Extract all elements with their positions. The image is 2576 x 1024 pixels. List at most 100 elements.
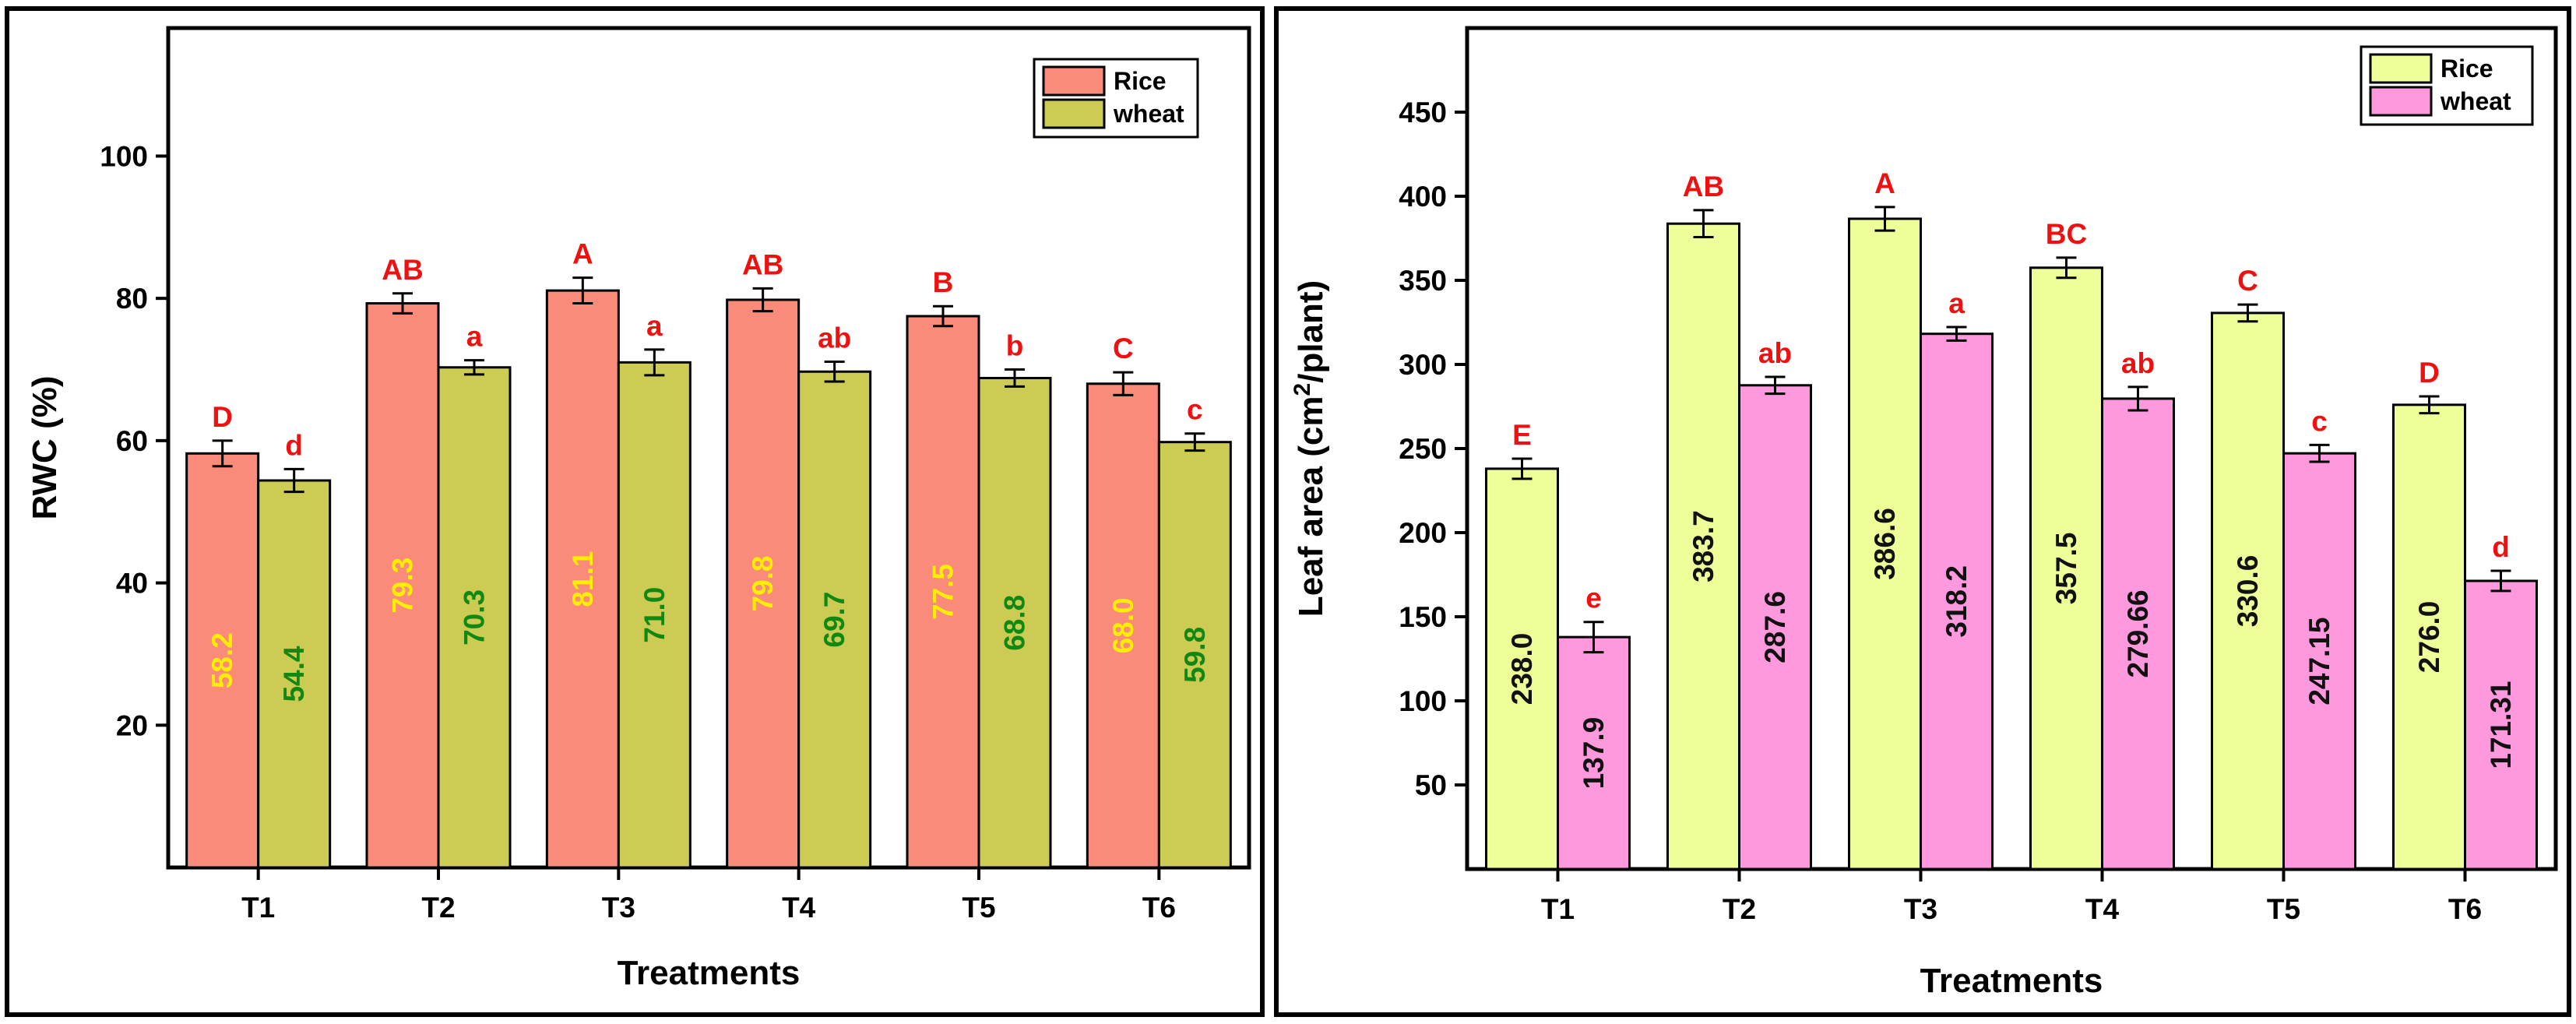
significance-letter: ab (2121, 347, 2155, 379)
x-tick-label: T4 (782, 892, 816, 924)
legend-swatch-wheat (2369, 86, 2433, 117)
bar-wheat-t2 (437, 366, 512, 869)
y-tick-label: 100 (100, 140, 148, 172)
bar-value-label: 68.8 (999, 595, 1031, 651)
legend-swatch-wheat (1042, 98, 1106, 129)
bar-value-label: 386.6 (1869, 508, 1901, 580)
bar-wheat-t5 (977, 376, 1052, 869)
bar-value-label: 81.1 (567, 551, 599, 607)
bar-rice-t2 (365, 302, 440, 869)
significance-letter: c (1187, 394, 1203, 426)
bar-rice-t2 (1666, 222, 1740, 871)
significance-letter: A (572, 238, 593, 270)
bar-value-label: 71.0 (639, 587, 670, 643)
bar-value-label: 383.7 (1687, 510, 1719, 582)
significance-letter: a (466, 321, 483, 353)
significance-letter: d (285, 429, 303, 461)
bar-value-label: 171.31 (2485, 681, 2517, 769)
x-tick-label: T3 (602, 892, 635, 924)
significance-letter: BC (2046, 218, 2087, 250)
significance-letter: B (933, 266, 954, 298)
x-tick-label: T1 (1541, 893, 1575, 925)
y-tick-label: 450 (1399, 97, 1447, 128)
y-axis-label: RWC (%) (26, 376, 64, 520)
bar-wheat-t1 (1557, 635, 1631, 871)
bar-value-label: 59.8 (1179, 627, 1211, 683)
legend: Rice wheat (1033, 58, 1199, 139)
y-tick-label: 40 (116, 568, 148, 600)
significance-letter: C (1113, 333, 1134, 364)
x-tick-label: T4 (2085, 893, 2120, 925)
bar-rice-t3 (1848, 217, 1922, 871)
significance-letter: AB (742, 248, 783, 280)
significance-letter: C (2237, 265, 2258, 297)
x-tick-label: T1 (241, 892, 275, 924)
y-tick-label: 400 (1399, 181, 1447, 213)
bar-value-label: 58.2 (206, 632, 238, 688)
significance-letter: ab (1758, 337, 1792, 369)
significance-letter: a (646, 310, 663, 342)
rwc-chart: 20 40 60 80 100 T1 D 58.2 d 54.4 T2 AB 79.3 a 70.3 T3 A 8… (26, 26, 1251, 992)
y-tick-label: 20 (116, 709, 148, 741)
y-tick-label: 350 (1399, 265, 1447, 297)
bar-wheat-t6 (2464, 579, 2538, 871)
bar-rice-t6 (1086, 382, 1160, 869)
plot-frame (166, 26, 1251, 870)
bar-wheat-t3 (617, 361, 692, 869)
bar-value-label: 357.5 (2050, 533, 2082, 605)
legend-label-rice: Rice (2441, 55, 2493, 83)
significance-letter: A (1874, 167, 1895, 199)
leaf-area-chart-panel: 50 100 150 200 250 300 350 400 450 T1 E 238.0 e 137.9… (1274, 6, 2571, 1017)
y-tick-label: 60 (116, 425, 148, 457)
x-tick-label: T6 (2448, 893, 2482, 925)
significance-letter: d (2492, 531, 2510, 563)
bar-wheat-t2 (1738, 384, 1812, 871)
bar-value-label: 279.66 (2122, 589, 2154, 677)
bar-value-label: 318.2 (1941, 565, 1972, 638)
significance-letter: AB (1683, 171, 1724, 202)
significance-letter: ab (818, 322, 851, 354)
x-tick-label: T2 (421, 892, 455, 924)
bar-rice-t5 (906, 315, 980, 869)
legend-label-rice: Rice (1114, 67, 1167, 95)
bar-value-label: 276.0 (2413, 601, 2445, 674)
y-axis-label: Leaf area (cm2/plant) (1290, 280, 1330, 617)
bar-rice-t3 (545, 289, 620, 869)
bar-wheat-t6 (1157, 441, 1232, 869)
x-tick-label: T3 (1904, 893, 1937, 925)
significance-letter: D (2419, 357, 2440, 389)
legend: Rice wheat (2360, 45, 2534, 126)
significance-letter: D (212, 401, 233, 433)
bar-wheat-t4 (797, 370, 872, 869)
bar-value-label: 68.0 (1107, 597, 1139, 653)
significance-letter: AB (382, 254, 423, 286)
bar-value-label: 54.4 (278, 646, 310, 702)
significance-letter: E (1512, 419, 1532, 451)
bar-value-label: 79.8 (747, 555, 779, 611)
bar-value-label: 238.0 (1506, 633, 1538, 706)
legend-swatch-rice (2369, 53, 2433, 84)
bar-rice-t6 (2392, 403, 2466, 871)
y-tick-label: 100 (1399, 685, 1447, 717)
y-tick-label: 80 (116, 283, 148, 315)
y-axis-label-main: Leaf area (cm (1292, 396, 1330, 617)
x-axis-label: Treatments (618, 954, 801, 992)
legend-label-wheat: wheat (1113, 100, 1184, 128)
bar-value-label: 137.9 (1578, 717, 1610, 790)
rwc-chart-panel: 20 40 60 80 100 T1 D 58.2 d 54.4 T2 AB 79.3 a 70.3 T3 A 8… (5, 6, 1265, 1017)
significance-letter: b (1006, 330, 1024, 362)
bar-wheat-t1 (257, 479, 332, 869)
x-tick-label: T6 (1142, 892, 1176, 924)
bar-value-label: 69.7 (818, 592, 850, 648)
bar-rice-t4 (726, 298, 801, 869)
x-axis-label: Treatments (1920, 962, 2103, 1000)
leaf-area-chart: 50 100 150 200 250 300 350 400 450 T1 E 238.0 e 137.9… (1290, 26, 2558, 1000)
x-tick-label: T2 (1723, 893, 1756, 925)
significance-letter: c (2311, 405, 2328, 437)
bar-value-label: 70.3 (459, 589, 491, 646)
y-tick-label: 50 (1415, 769, 1447, 801)
bar-value-label: 77.5 (927, 564, 959, 620)
legend-swatch-rice (1042, 65, 1106, 97)
bar-value-label: 330.6 (2232, 555, 2264, 628)
x-tick-label: T5 (962, 892, 995, 924)
